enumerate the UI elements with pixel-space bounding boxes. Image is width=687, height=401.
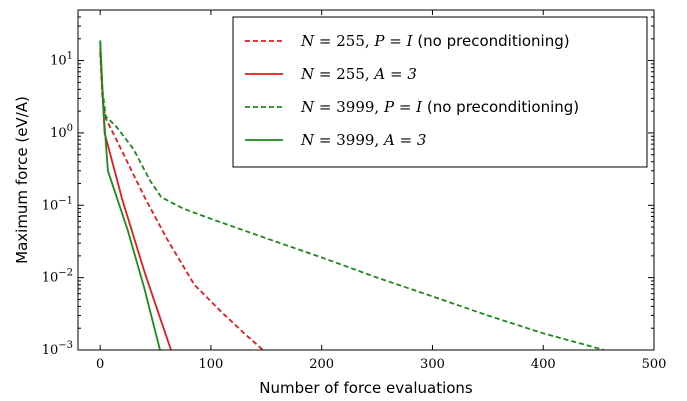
legend-box (232, 16, 648, 168)
x-tick-label: 300 (420, 357, 445, 372)
legend: N = 255, P = I (no preconditioning) N = 2… (232, 16, 648, 168)
x-tick-label: 200 (309, 357, 334, 372)
y-axis-label: Maximum force (eV/A) (13, 96, 31, 264)
series-line-2 (99, 47, 172, 350)
y-tick-label: 101 (50, 51, 73, 69)
y-tick-label: 10−3 (42, 340, 73, 358)
legend-entry: N = 3999, A = 3 (300, 131, 426, 149)
x-tick-label: 100 (199, 357, 224, 372)
series-line-3 (99, 42, 605, 350)
x-tick-label: 500 (642, 357, 667, 372)
legend-entry: N = 3999, P = I (no preconditioning) (300, 98, 579, 116)
plot-frame (77, 9, 655, 351)
plot-lines (99, 40, 605, 350)
legend-entry: N = 255, P = I (no preconditioning) (300, 32, 570, 50)
x-axis: 0 100 200 300 400 500 (96, 10, 666, 372)
y-tick-label: 10−2 (42, 268, 73, 286)
y-axis: 10−3 10−2 10−1 100 101 (42, 9, 654, 358)
y-tick-label: 10−1 (42, 195, 73, 213)
x-tick-label: 400 (531, 357, 556, 372)
x-axis-label: Number of force evaluations (259, 379, 473, 397)
y-tick-label: 100 (50, 123, 73, 141)
series-line-4 (99, 40, 161, 350)
legend-entry: N = 255, A = 3 (300, 65, 417, 83)
x-tick-label: 0 (96, 357, 104, 372)
